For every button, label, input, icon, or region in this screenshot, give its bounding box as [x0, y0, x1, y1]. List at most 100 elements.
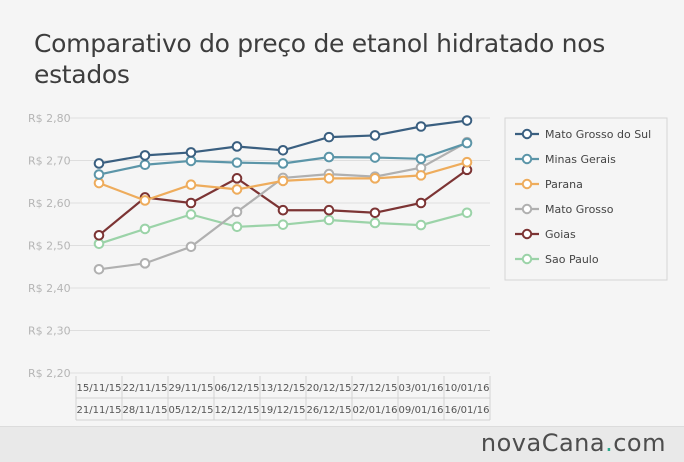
x-tick-label-end: 09/01/16 — [399, 405, 444, 416]
series-goias — [93, 164, 473, 241]
x-tick-label-start: 10/01/16 — [445, 383, 490, 394]
y-tick-label: R$ 2,40 — [28, 282, 71, 295]
legend-label: Minas Gerais — [545, 153, 616, 166]
data-point — [231, 184, 243, 195]
y-tick-label: R$ 2,70 — [28, 155, 71, 168]
data-point — [415, 219, 427, 231]
legend-swatch-marker — [521, 203, 533, 215]
data-point — [139, 150, 151, 161]
logo-dot: . — [605, 429, 614, 457]
y-axis-labels: R$ 2,80 R$ 2,70 R$ 2,60 R$ 2,50 R$ 2,40 R$ 2,… — [28, 112, 71, 380]
data-point — [277, 175, 289, 187]
data-point — [323, 173, 335, 184]
data-point — [461, 156, 473, 168]
novacana-logo: novaCana.com — [481, 429, 666, 457]
series-sao-paulo — [93, 207, 473, 250]
series-parana — [93, 156, 473, 206]
legend: Mato Grosso do Sul Minas Gerais Parana Mato… — [504, 117, 668, 281]
legend-box — [504, 117, 668, 281]
data-point — [231, 157, 243, 168]
data-point — [369, 152, 381, 163]
x-tick-label-end: 05/12/15 — [169, 405, 214, 416]
data-point — [369, 207, 381, 219]
data-point — [231, 221, 243, 233]
legend-swatch-marker — [521, 178, 533, 190]
data-point — [461, 115, 473, 126]
logo-part2: Cana — [541, 429, 606, 457]
data-point — [231, 141, 243, 152]
series-lines — [93, 115, 473, 275]
x-tick-label-end: 12/12/15 — [215, 405, 260, 416]
data-point — [369, 217, 381, 229]
data-point — [139, 195, 151, 206]
x-tick-label-end: 02/01/16 — [353, 405, 398, 416]
legend-label: Mato Grosso do Sul — [545, 128, 651, 141]
data-point — [277, 158, 289, 169]
data-point — [93, 238, 105, 250]
data-point — [231, 206, 243, 218]
series-line — [98, 119, 468, 165]
data-point — [323, 214, 335, 226]
legend-label: Parana — [545, 178, 583, 191]
y-tick-label: R$ 2,80 — [28, 112, 71, 125]
legend-swatch-marker — [521, 228, 533, 240]
data-point — [231, 173, 243, 184]
data-point — [277, 219, 289, 230]
y-tick-label: R$ 2,20 — [28, 367, 71, 380]
x-tick-label-start: 13/12/15 — [261, 383, 306, 394]
data-point — [93, 169, 105, 180]
x-tick-label-start: 03/01/16 — [399, 383, 444, 394]
y-tick-label: R$ 2,50 — [28, 240, 71, 253]
x-tick-label-start: 27/12/15 — [353, 383, 398, 394]
data-point — [139, 258, 151, 269]
data-point — [277, 204, 289, 216]
x-tick-label-end: 16/01/16 — [445, 405, 490, 416]
data-point — [461, 137, 473, 149]
y-tick-label: R$ 2,60 — [28, 197, 71, 210]
legend-label: Goias — [545, 228, 576, 241]
data-point — [93, 264, 105, 275]
data-point — [277, 145, 289, 156]
data-point — [323, 151, 335, 163]
data-point — [93, 230, 105, 241]
legend-swatch-marker — [521, 128, 533, 140]
data-point — [369, 130, 381, 141]
legend-item: Mato Grosso — [515, 203, 614, 216]
x-tick-label-start: 22/11/15 — [123, 383, 168, 394]
x-tick-label-start: 06/12/15 — [215, 383, 260, 394]
x-tick-label-start: 15/11/15 — [77, 383, 122, 394]
data-point — [323, 131, 335, 143]
data-point — [139, 223, 151, 235]
data-point — [93, 158, 105, 169]
data-point — [369, 173, 381, 184]
legend-item: Minas Gerais — [515, 153, 616, 166]
x-tick-label-end: 26/12/15 — [307, 405, 352, 416]
data-point — [415, 197, 427, 209]
data-point — [185, 197, 197, 209]
legend-label: Sao Paulo — [545, 253, 599, 266]
data-point — [415, 153, 427, 165]
legend-label: Mato Grosso — [545, 203, 614, 216]
data-point — [139, 159, 151, 171]
data-point — [185, 241, 197, 253]
legend-swatch-marker — [521, 153, 533, 165]
series-mato-grosso-do-sul — [93, 115, 473, 169]
data-point — [415, 170, 427, 181]
x-tick-label-end: 19/12/15 — [261, 405, 306, 416]
legend-swatch-marker — [521, 253, 533, 265]
data-point — [93, 177, 105, 189]
legend-item: Parana — [515, 178, 583, 191]
data-point — [185, 155, 197, 167]
x-tick-label-end: 21/11/15 — [77, 405, 122, 416]
legend-item: Sao Paulo — [515, 253, 599, 266]
data-point — [323, 204, 335, 216]
data-point — [185, 147, 197, 158]
x-tick-label-start: 29/11/15 — [169, 383, 214, 394]
logo-part1: nova — [480, 429, 542, 457]
y-tick-label: R$ 2,30 — [28, 325, 71, 338]
legend-item: Mato Grosso do Sul — [515, 128, 651, 141]
legend-item: Goias — [515, 228, 576, 241]
data-point — [461, 207, 473, 219]
data-point — [185, 179, 197, 191]
